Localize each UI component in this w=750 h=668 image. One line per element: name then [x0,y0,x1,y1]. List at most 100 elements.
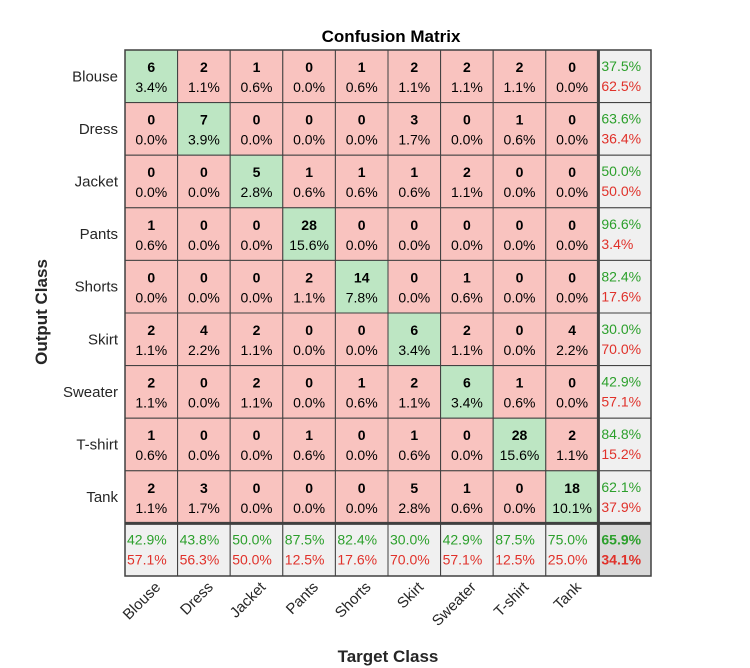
cell-percent: 0.0% [188,184,220,200]
cell-percent: 1.1% [293,289,325,305]
x-tick-label: T-shirt [491,578,533,620]
col-summary-correct: 82.4% [337,531,377,547]
cell-count: 0 [200,164,208,180]
row-summary-correct: 82.4% [601,268,641,284]
cell-count: 0 [568,112,576,128]
cell-skirt-dress [177,312,231,367]
cell-count: 0 [568,217,576,233]
cell-percent: 3.4% [135,79,167,95]
cell-shorts-tank [545,259,599,314]
cell-count: 4 [200,322,208,338]
cell-skirt-jacket [229,312,284,367]
cell-count: 0 [147,112,155,128]
cell-count: 2 [463,322,471,338]
cell-percent: 0.0% [346,500,378,516]
cell-count: 1 [410,427,418,443]
cell-t-shirt-jacket [229,417,284,472]
row-summary-incorrect: 50.0% [601,183,641,199]
row-summary-incorrect: 57.1% [601,394,641,410]
cell-count: 0 [253,217,261,233]
cell-count: 0 [200,427,208,443]
x-tick-label: Jacket [227,578,270,621]
cell-percent: 1.1% [398,79,430,95]
row-summary-correct: 63.6% [601,111,641,127]
cell-t-shirt-pants [282,417,336,472]
cell-percent: 1.1% [135,395,167,411]
cell-count: 0 [358,322,366,338]
cell-count: 0 [305,480,313,496]
col-summary-incorrect: 70.0% [390,551,430,567]
cell-percent: 0.6% [293,184,325,200]
y-tick-label: Skirt [88,331,119,348]
cell-count: 0 [200,269,208,285]
cell-t-shirt-shorts [334,417,389,472]
cell-percent: 3.9% [188,132,220,148]
cell-count: 0 [200,217,208,233]
cell-skirt-shorts [334,312,389,367]
cell-percent: 0.6% [241,79,273,95]
col-summary-correct: 42.9% [443,531,483,547]
cell-count: 7 [200,112,208,128]
row-summary-correct: 30.0% [601,321,641,337]
cell-percent: 0.0% [241,237,273,253]
cell-pants-dress [177,207,231,261]
cell-sweater-sweater [440,365,494,419]
cell-count: 2 [147,322,155,338]
col-summary-incorrect: 57.1% [127,551,167,567]
cell-percent: 0.6% [504,132,536,148]
cell-count: 0 [147,164,155,180]
cell-blouse-t-shirt [492,49,547,104]
cell-jacket-jacket [229,154,284,209]
cell-percent: 0.0% [241,500,273,516]
cell-percent: 15.6% [500,447,540,463]
matrix-cells: 6 3.4% 2 1.1% 1 0.6% 0 0.0% 1 0.6% 2 1.1% 2 1.1% 2 1.1%… [124,49,599,524]
cell-shorts-skirt [387,259,442,314]
cell-count: 4 [568,322,576,338]
cell-percent: 0.6% [451,289,483,305]
cell-t-shirt-skirt [387,417,442,472]
row-summary-correct: 50.0% [601,163,641,179]
x-tick-label: Pants [283,579,322,618]
overall-incorrect: 34.1% [601,551,641,567]
cell-percent: 0.0% [346,237,378,253]
cell-count: 5 [410,480,418,496]
cell-percent: 7.8% [346,289,378,305]
row-summary-incorrect: 36.4% [601,131,641,147]
cell-percent: 0.0% [556,132,588,148]
y-tick-label: Sweater [63,384,118,401]
cell-count: 1 [358,375,366,391]
cell-percent: 0.6% [346,184,378,200]
col-summary-correct: 43.8% [180,531,220,547]
cell-percent: 0.6% [135,237,167,253]
cell-shorts-pants [282,259,336,314]
cell-count: 2 [463,59,471,75]
cell-percent: 0.0% [188,395,220,411]
x-tick-label: Blouse [120,579,164,623]
cell-count: 2 [200,59,208,75]
cell-count: 0 [200,375,208,391]
row-summary-incorrect: 3.4% [601,236,633,252]
cell-skirt-pants [282,312,336,367]
cell-percent: 0.0% [451,237,483,253]
col-summary-incorrect: 50.0% [232,551,272,567]
row-summary-cell [597,470,652,524]
col-summary-incorrect: 12.5% [495,551,535,567]
cell-percent: 1.1% [241,395,273,411]
cell-jacket-pants [282,154,336,209]
cell-tank-skirt [387,470,442,524]
cell-count: 2 [253,322,261,338]
cell-percent: 0.6% [451,500,483,516]
row-summary-correct: 96.6% [601,216,641,232]
cell-percent: 0.6% [398,184,430,200]
cell-skirt-blouse [124,312,179,367]
cell-percent: 0.0% [293,342,325,358]
cell-count: 0 [463,112,471,128]
cell-percent: 0.0% [556,395,588,411]
cell-skirt-t-shirt [492,312,547,367]
cell-count: 1 [147,427,155,443]
cell-sweater-blouse [124,365,179,419]
cell-count: 0 [358,112,366,128]
cell-skirt-tank [545,312,599,367]
row-summary-incorrect: 70.0% [601,341,641,357]
cell-percent: 0.6% [135,447,167,463]
